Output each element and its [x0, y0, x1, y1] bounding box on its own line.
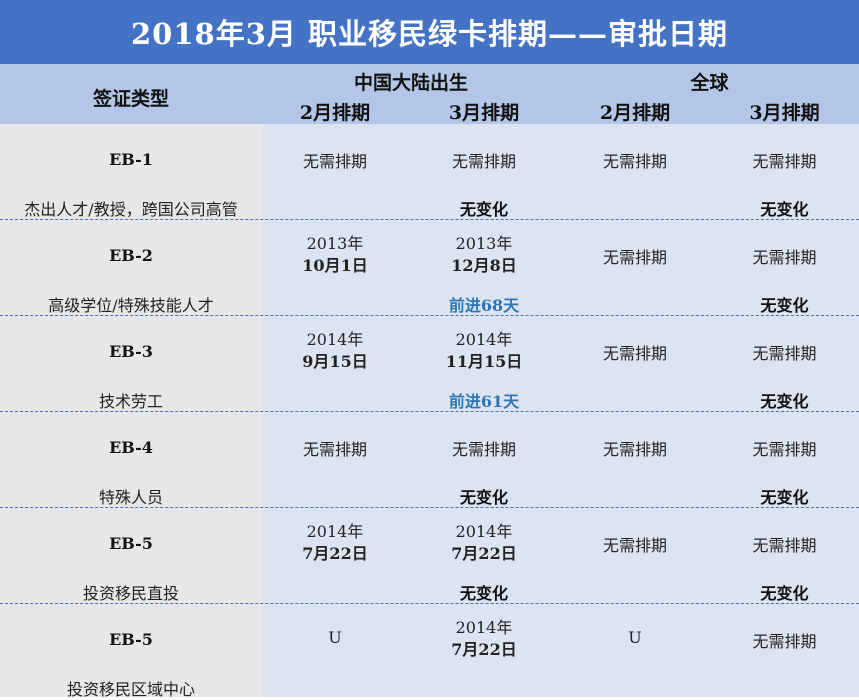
- world-feb-cell: 无需排期: [602, 344, 667, 363]
- header-group-china: 中国大陆出生: [353, 72, 468, 94]
- china-change: 前进68天: [448, 296, 520, 315]
- row-divider: [0, 219, 859, 220]
- visa-type: EB-5: [109, 630, 153, 649]
- china-mar-cell: 无需排期: [451, 440, 516, 459]
- china-change: 无变化: [459, 200, 508, 219]
- world-change: 无变化: [760, 584, 809, 603]
- header-group-world: 全球: [690, 72, 729, 94]
- table-row: EB-5 投资移民区域中心 U 2014年 7月22日 U 无需排期: [0, 604, 859, 700]
- header-world-mar: 3月排期: [749, 102, 820, 124]
- china-feb-cell: 无需排期: [302, 152, 367, 171]
- china-mar-date: 12月8日: [451, 256, 517, 275]
- row-divider: [0, 411, 859, 412]
- world-mar-cell: 无需排期: [752, 248, 817, 267]
- china-feb-date: 7月22日: [302, 544, 368, 563]
- world-change: 无变化: [760, 392, 809, 411]
- world-change: 无变化: [760, 200, 809, 219]
- table-title: 2018年3月 职业移民绿卡排期——审批日期: [0, 0, 859, 64]
- world-mar-cell: 无需排期: [752, 536, 817, 555]
- world-change: 无变化: [760, 296, 809, 315]
- china-mar-cell: 无需排期: [451, 152, 516, 171]
- china-change: 无变化: [459, 584, 508, 603]
- china-change: 无变化: [459, 488, 508, 507]
- china-mar-year: 2014年: [455, 330, 513, 349]
- world-feb-cell: 无需排期: [602, 152, 667, 171]
- visa-description: 技术劳工: [98, 392, 163, 411]
- china-mar-date: 11月15日: [445, 352, 523, 371]
- china-feb-year: 2014年: [306, 330, 364, 349]
- china-feb-date: 9月15日: [302, 352, 368, 371]
- visa-description: 投资移民直投: [82, 584, 179, 603]
- world-mar-cell: 无需排期: [752, 344, 817, 363]
- china-mar-date: 7月22日: [451, 544, 517, 563]
- visa-description: 高级学位/特殊技能人才: [48, 296, 214, 315]
- row-divider: [0, 507, 859, 508]
- world-feb-cell: 无需排期: [602, 248, 667, 267]
- world-feb-cell: 无需排期: [602, 536, 667, 555]
- world-feb-cell: 无需排期: [602, 440, 667, 459]
- visa-type: EB-2: [109, 246, 153, 265]
- header-china-mar: 3月排期: [448, 102, 520, 124]
- row-divider: [0, 315, 859, 316]
- world-change: 无变化: [760, 488, 809, 507]
- table-row: EB-1 杰出人才/教授，跨国公司高管 无需排期 无需排期 无需排期 无需排期 …: [0, 124, 859, 220]
- visa-description: 特殊人员: [98, 488, 163, 507]
- china-change: 前进61天: [448, 392, 520, 411]
- china-mar-year: 2014年: [455, 618, 513, 637]
- table-row: EB-5 投资移民直投 2014年 7月22日 2014年 7月22日 无需排期…: [0, 508, 859, 604]
- china-mar-date: 7月22日: [451, 640, 517, 659]
- table-row: EB-2 高级学位/特殊技能人才 2013年 10月1日 2013年 12月8日…: [0, 220, 859, 316]
- china-feb-cell: U: [328, 628, 342, 647]
- table-header: 签证类型 中国大陆出生 全球 2月排期 3月排期 2月排期 3月排期: [0, 64, 859, 124]
- visa-type: EB-4: [109, 438, 153, 457]
- table-row: EB-3 技术劳工 2014年 9月15日 2014年 11月15日 无需排期 …: [0, 316, 859, 412]
- visa-type: EB-3: [109, 342, 153, 361]
- header-china-feb: 2月排期: [299, 102, 371, 124]
- world-mar-cell: 无需排期: [752, 632, 817, 651]
- china-feb-year: 2014年: [306, 522, 364, 541]
- world-mar-cell: 无需排期: [752, 440, 817, 459]
- header-visa-type: 签证类型: [92, 88, 169, 110]
- header-world-feb: 2月排期: [599, 102, 671, 124]
- table-row: EB-4 特殊人员 无需排期 无需排期 无需排期 无需排期 无变化 无变化: [0, 412, 859, 508]
- china-feb-cell: 无需排期: [302, 440, 367, 459]
- china-mar-year: 2014年: [455, 522, 513, 541]
- world-feb-cell: U: [628, 628, 642, 647]
- china-mar-year: 2013年: [455, 234, 513, 253]
- china-feb-date: 10月1日: [302, 256, 368, 275]
- world-mar-cell: 无需排期: [752, 152, 817, 171]
- china-feb-year: 2013年: [306, 234, 364, 253]
- row-divider: [0, 603, 859, 604]
- visa-description: 杰出人才/教授，跨国公司高管: [24, 200, 238, 219]
- visa-type: EB-1: [109, 150, 153, 169]
- visa-description: 投资移民区域中心: [66, 680, 195, 699]
- visa-type: EB-5: [109, 534, 153, 553]
